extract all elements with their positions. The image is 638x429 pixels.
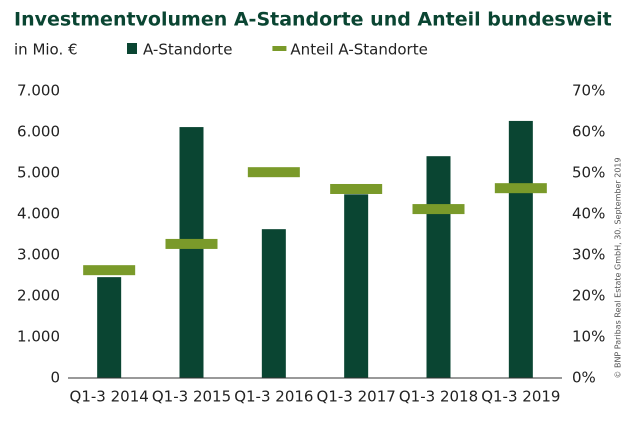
y2-tick-label: 50% [572, 164, 605, 182]
y-tick-label: 7.000 [17, 82, 60, 100]
x-tick-label: Q1-3 2015 [152, 388, 231, 406]
y-tick-label: 0 [50, 369, 60, 387]
bar [97, 277, 122, 378]
y-tick-label: 3.000 [17, 246, 60, 264]
y2-tick-label: 10% [572, 328, 605, 346]
share-marker [247, 167, 300, 178]
bar [344, 194, 369, 378]
share-marker [412, 204, 465, 215]
y-tick-label: 1.000 [17, 328, 60, 346]
bar [508, 120, 533, 379]
bar [261, 229, 286, 378]
bar [179, 127, 204, 378]
legend-marker [272, 46, 287, 51]
y-tick-label: 6.000 [17, 123, 60, 141]
y2-tick-label: 0% [572, 369, 596, 387]
share-marker [330, 183, 383, 194]
legend-marker [127, 43, 137, 54]
legend-label: A-Standorte [143, 41, 232, 59]
y-tick-label: 4.000 [17, 205, 60, 223]
x-tick-label: Q1-3 2016 [234, 388, 313, 406]
x-tick-label: Q1-3 2017 [317, 388, 396, 406]
y2-tick-label: 30% [572, 246, 605, 264]
y-tick-label: 5.000 [17, 164, 60, 182]
x-tick-label: Q1-3 2019 [481, 388, 560, 406]
y2-tick-label: 60% [572, 123, 605, 141]
x-tick-label: Q1-3 2014 [70, 388, 149, 406]
y2-tick-label: 40% [572, 205, 605, 223]
y2-tick-label: 70% [572, 82, 605, 100]
x-tick-label: Q1-3 2018 [399, 388, 478, 406]
bar [426, 156, 451, 378]
share-marker [83, 265, 136, 276]
y-tick-label: 2.000 [17, 287, 60, 305]
share-marker [494, 183, 547, 194]
legend-label: Anteil A-Standorte [290, 41, 427, 59]
source-note: © BNP Paribas Real Estate GmbH, 30. Sept… [614, 157, 623, 378]
chart-title: Investmentvolumen A-Standorte und Anteil… [14, 9, 612, 31]
share-marker [165, 238, 218, 249]
y2-tick-label: 20% [572, 287, 605, 305]
unit-label: in Mio. € [14, 41, 78, 59]
